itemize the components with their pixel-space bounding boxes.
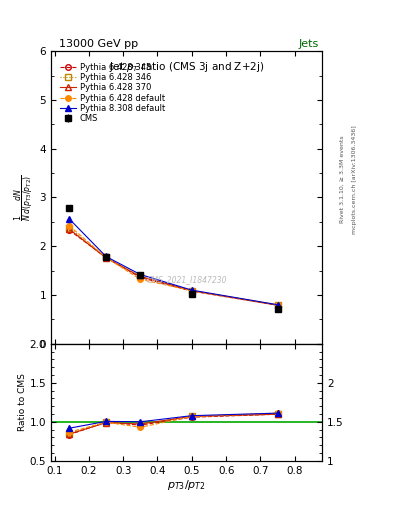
Pythia 6.428 346: [138, 273, 143, 280]
Line: Pythia 8.308 default: Pythia 8.308 default: [66, 216, 281, 308]
Text: Rivet 3.1.10, ≥ 3.3M events: Rivet 3.1.10, ≥ 3.3M events: [340, 135, 345, 223]
Pythia 6.428 default: [104, 254, 108, 261]
Text: CMS_2021_I1847230: CMS_2021_I1847230: [147, 275, 227, 284]
Pythia 6.428 346: [189, 288, 194, 294]
Pythia 6.428 345: [138, 274, 143, 281]
Y-axis label: Ratio to CMS: Ratio to CMS: [18, 373, 27, 431]
Legend: Pythia 6.428 345, Pythia 6.428 346, Pythia 6.428 370, Pythia 6.428 default, Pyth: Pythia 6.428 345, Pythia 6.428 346, Pyth…: [58, 61, 167, 125]
Pythia 8.308 default: [138, 271, 143, 278]
X-axis label: $p_{T3}/p_{T2}$: $p_{T3}/p_{T2}$: [167, 478, 206, 493]
Pythia 6.428 345: [67, 227, 72, 233]
Y-axis label: $\frac{1}{N}\frac{dN}{d(p_{T3}/p_{T2})}$: $\frac{1}{N}\frac{dN}{d(p_{T3}/p_{T2})}$: [13, 174, 37, 221]
Pythia 6.428 370: [104, 255, 108, 261]
Text: Jets: Jets: [298, 38, 318, 49]
Line: Pythia 6.428 default: Pythia 6.428 default: [66, 223, 281, 308]
Pythia 8.308 default: [189, 287, 194, 293]
Pythia 6.428 346: [275, 302, 280, 308]
Text: 13000 GeV pp: 13000 GeV pp: [59, 38, 138, 49]
Pythia 8.308 default: [104, 253, 108, 260]
Pythia 8.308 default: [275, 302, 280, 308]
Pythia 6.428 370: [67, 226, 72, 232]
Pythia 6.428 345: [189, 288, 194, 294]
Pythia 6.428 default: [138, 276, 143, 283]
Line: Pythia 6.428 345: Pythia 6.428 345: [66, 227, 281, 308]
Line: Pythia 6.428 346: Pythia 6.428 346: [66, 225, 281, 308]
Pythia 6.428 346: [104, 254, 108, 261]
Text: mcplots.cern.ch [arXiv:1306.3436]: mcplots.cern.ch [arXiv:1306.3436]: [352, 125, 357, 233]
Pythia 6.428 345: [275, 302, 280, 308]
Pythia 6.428 370: [189, 288, 194, 294]
Pythia 8.308 default: [67, 216, 72, 222]
Pythia 6.428 346: [67, 225, 72, 231]
Pythia 6.428 370: [138, 273, 143, 280]
Pythia 6.428 default: [67, 223, 72, 229]
Pythia 6.428 default: [275, 302, 280, 308]
Line: Pythia 6.428 370: Pythia 6.428 370: [66, 226, 281, 308]
Pythia 6.428 default: [189, 288, 194, 294]
Pythia 6.428 345: [104, 254, 108, 261]
Text: Jet $p_T$ ratio (CMS 3j and Z+2j): Jet $p_T$ ratio (CMS 3j and Z+2j): [109, 60, 264, 74]
Pythia 6.428 370: [275, 302, 280, 308]
